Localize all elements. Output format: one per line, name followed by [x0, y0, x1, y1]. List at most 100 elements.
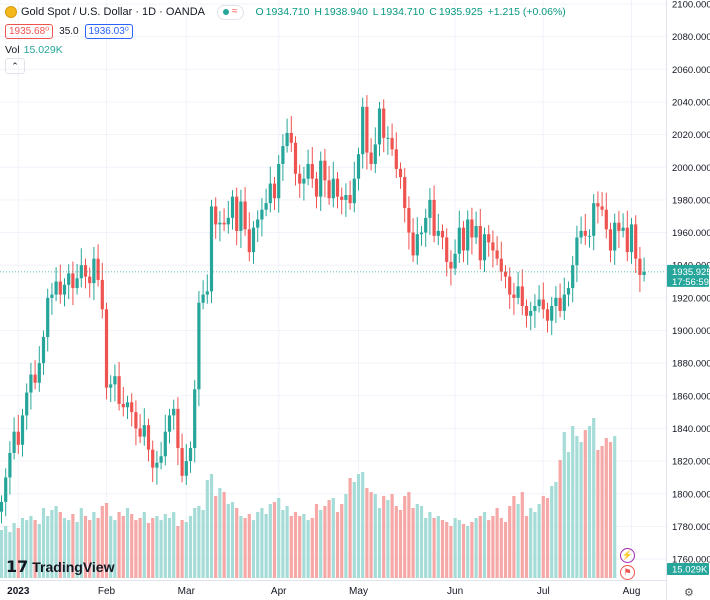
volume-bar	[512, 496, 516, 578]
volume-bar	[394, 506, 398, 578]
volume-bar	[474, 518, 478, 578]
candle-body	[373, 144, 377, 164]
volume-bar	[520, 492, 524, 578]
us-flag-icon[interactable]: ⚑	[620, 565, 635, 580]
candle-body	[96, 258, 100, 280]
ohlc-values: O 1934.710 H 1938.940 L 1934.710 C 1935.925 …	[256, 6, 568, 18]
candle-body	[92, 258, 96, 284]
volume-bar	[608, 442, 613, 578]
volume-bar	[403, 496, 407, 578]
candle-body	[377, 108, 382, 145]
volume-bar	[88, 520, 92, 578]
candle-body	[550, 306, 554, 321]
volume-bar	[8, 532, 12, 578]
candle-body	[592, 203, 596, 236]
candle-body	[188, 448, 193, 462]
volume-bar	[251, 520, 256, 578]
volume-bar	[587, 426, 592, 578]
candle-body	[75, 278, 79, 289]
volume-bar	[440, 520, 445, 578]
candle-body	[226, 217, 230, 225]
volume-bar	[398, 510, 403, 578]
candle-body	[176, 408, 180, 449]
volume-bar	[432, 518, 436, 578]
volume-tag	[667, 563, 709, 575]
candle-body	[16, 431, 20, 445]
candle-body	[529, 310, 533, 316]
candle-body	[587, 235, 592, 237]
volume-bar	[352, 482, 356, 578]
lightning-icon[interactable]: ⚡	[620, 548, 635, 563]
candle-body	[323, 160, 327, 181]
volume-bar	[277, 498, 281, 578]
open-value: 1934.710	[265, 6, 310, 18]
volume-bar	[466, 526, 470, 578]
candle-body	[436, 230, 440, 236]
volume-bar	[562, 432, 566, 578]
candle-body	[201, 294, 205, 303]
volume-bar	[184, 522, 188, 578]
volume-bar	[424, 518, 428, 578]
volume-bar	[226, 504, 230, 578]
volume-bar	[457, 520, 461, 578]
candle-body	[327, 180, 331, 199]
volume-bar	[117, 512, 121, 578]
volume-bar	[499, 518, 503, 578]
candle-body	[457, 227, 461, 254]
volume-bar	[25, 520, 29, 578]
wave-icon: ≈	[232, 6, 238, 17]
candle-body	[88, 276, 92, 284]
volume-label[interactable]: Vol	[5, 44, 20, 56]
volume-bar	[558, 460, 562, 578]
volume-bar	[377, 508, 382, 578]
volume-bar	[130, 514, 134, 578]
volume-bar	[209, 474, 214, 578]
volume-bar	[188, 516, 193, 578]
volume-bar	[302, 514, 306, 578]
tradingview-logo[interactable]: 17 TradingView	[6, 557, 114, 576]
legend-header: Gold Spot / U.S. Dollar · 1D · OANDA ≈ O…	[5, 4, 568, 20]
volume-bar	[356, 474, 361, 578]
candle-body	[104, 309, 109, 388]
volume-bar	[4, 526, 8, 578]
x-tick-label: Jun	[447, 586, 463, 597]
volume-bar	[331, 498, 335, 578]
volume-bar	[138, 518, 142, 578]
volume-bar	[335, 512, 340, 578]
y-tick-label: 2080.000	[672, 32, 710, 43]
volume-bar	[121, 516, 125, 578]
high-label: H	[314, 6, 322, 18]
volume-bar	[268, 504, 272, 578]
candle-body	[29, 374, 33, 393]
volume-value: 15.029K	[23, 44, 63, 56]
volume-bar	[256, 512, 260, 578]
candle-body	[285, 132, 289, 147]
candle-body	[256, 219, 260, 228]
candle-body	[340, 196, 344, 200]
candle-body	[281, 146, 285, 164]
chevron-up-icon[interactable]: ⌃	[5, 58, 25, 74]
candle-body	[554, 297, 558, 307]
volume-bar	[554, 482, 558, 578]
volume-bar	[172, 512, 176, 578]
volume-bar	[146, 523, 151, 578]
candle-body	[314, 178, 319, 197]
x-tick-label: Apr	[271, 586, 287, 597]
volume-bar	[411, 508, 415, 578]
buy-price-button[interactable]: 1936.03⁰	[84, 24, 133, 39]
gear-icon[interactable]: ⚙	[684, 587, 694, 599]
candle-body	[629, 224, 634, 253]
volume-bar	[487, 520, 491, 578]
volume-bar	[167, 518, 172, 578]
volume-bar	[592, 418, 596, 578]
candle-body	[37, 363, 41, 383]
sell-price-button[interactable]: 1935.68⁰	[5, 24, 54, 39]
symbol-title[interactable]: Gold Spot / U.S. Dollar · 1D · OANDA	[21, 6, 205, 18]
volume-bar	[537, 504, 541, 578]
market-status-badge[interactable]: ≈	[217, 4, 244, 20]
candle-body	[390, 137, 394, 150]
candle-body	[398, 168, 403, 178]
y-tick-label: 1880.000	[672, 359, 710, 370]
volume-bar	[344, 494, 348, 578]
